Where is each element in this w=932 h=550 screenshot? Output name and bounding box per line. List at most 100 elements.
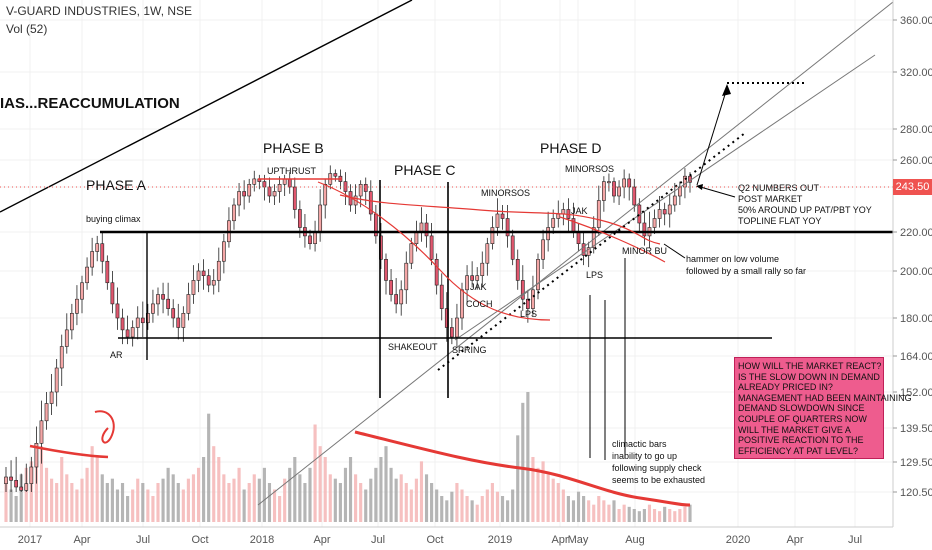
climactic-note-4: seems to be exhausted xyxy=(612,475,705,485)
volume-title: Vol (52) xyxy=(6,22,48,36)
volume-bar xyxy=(354,474,358,522)
candle-body xyxy=(384,258,388,281)
climactic-note-1: climactic bars xyxy=(612,439,667,449)
candle-body xyxy=(601,181,606,201)
volume-bar xyxy=(506,500,510,522)
lps-label-2: LPS xyxy=(586,270,603,280)
candle-body xyxy=(556,213,561,219)
volume-bar xyxy=(475,504,479,522)
question-line: EFFICIENCY AT PAT LEVEL? xyxy=(738,445,859,456)
upper-trendline xyxy=(0,0,413,213)
candle-body xyxy=(115,303,120,319)
volume-bar xyxy=(419,461,424,522)
question-line: WILL THE MARKET GIVE A xyxy=(738,424,851,435)
candle-body xyxy=(206,275,211,286)
jak-label-2: JAK xyxy=(571,206,588,216)
candle-body xyxy=(308,235,312,244)
volume-bar xyxy=(308,467,312,522)
candle-body xyxy=(531,289,535,309)
ar-label: AR xyxy=(110,350,123,360)
candle-body xyxy=(39,420,44,444)
x-tick-label: Apr xyxy=(73,534,90,546)
annotation-text: IAS...REACCUMULATION PHASE A PHASE B PHA… xyxy=(0,95,872,485)
volume-bar xyxy=(176,483,180,522)
volume-bar xyxy=(647,504,652,522)
candle-body xyxy=(358,184,363,197)
volume-bar xyxy=(348,457,353,522)
candle-body xyxy=(277,184,282,192)
question-line: POSITIVE REACTION TO THE xyxy=(738,435,864,446)
volume-bar xyxy=(566,496,570,522)
volume-bars xyxy=(4,392,692,522)
volume-bar xyxy=(262,467,266,522)
candle-body xyxy=(434,258,439,286)
volume-bar xyxy=(227,483,231,522)
volume-bar xyxy=(75,489,79,522)
volume-bar xyxy=(191,474,196,522)
hammer-label-1: hammer on low volume xyxy=(686,254,779,264)
x-tick-label: 2019 xyxy=(488,534,512,546)
candle-body xyxy=(4,476,8,484)
volume-bar xyxy=(414,478,418,522)
volume-bar xyxy=(151,496,155,522)
volume-bar xyxy=(126,496,130,522)
volume-bar xyxy=(652,509,657,522)
x-tick-label: 2018 xyxy=(250,534,274,546)
candle-body xyxy=(196,270,201,281)
volume-bar xyxy=(379,457,383,522)
y-tick-label: 280.00 xyxy=(900,124,932,136)
x-tick-label: Oct xyxy=(426,534,443,546)
candle-body xyxy=(607,181,611,184)
volume-bar xyxy=(166,467,170,522)
candle-body xyxy=(536,258,540,291)
volume-bar xyxy=(445,500,449,522)
q2-note-3: 50% AROUND UP PAT/PBT YOY xyxy=(738,205,872,215)
projection-arrow xyxy=(696,87,728,186)
volume-bar xyxy=(85,467,89,522)
candle-body xyxy=(292,186,297,210)
candle-body xyxy=(44,403,49,422)
volume-bar xyxy=(44,467,49,522)
volume-bar xyxy=(186,478,190,522)
red-curve-2 xyxy=(317,181,551,321)
volume-bar xyxy=(678,509,682,522)
candle-body xyxy=(612,181,616,197)
current-price-flag: 243.50 xyxy=(893,179,932,195)
volume-bar xyxy=(673,511,677,522)
volume-bar xyxy=(440,496,444,522)
phase-a-label: PHASE A xyxy=(86,177,147,193)
volume-bar xyxy=(490,483,494,522)
x-tick-label: May xyxy=(568,534,589,546)
volume-bar xyxy=(592,504,596,522)
candle-body xyxy=(54,367,59,393)
y-tick-label: 260.00 xyxy=(900,155,932,167)
volume-bar xyxy=(658,511,662,522)
candle-body xyxy=(201,270,206,276)
dotted-trendline xyxy=(437,132,746,371)
candle-body xyxy=(449,327,454,338)
volume-bar xyxy=(181,489,185,522)
volume-bar xyxy=(637,511,641,522)
candle-body xyxy=(414,231,419,244)
candle-body xyxy=(409,243,414,264)
candle-body xyxy=(439,284,444,309)
candle-body xyxy=(576,231,581,244)
candle-body xyxy=(145,312,150,324)
volume-bar xyxy=(19,474,23,522)
channel-line-lower xyxy=(454,54,876,341)
y-tick-label: 129.50 xyxy=(900,457,932,469)
candle-body xyxy=(404,262,409,291)
y-tick-label: 120.50 xyxy=(900,487,932,499)
x-tick-label: Oct xyxy=(191,534,208,546)
candle-body xyxy=(642,222,647,237)
channel-line-upper xyxy=(257,1,894,506)
volume-bar xyxy=(141,483,145,522)
volume-bar xyxy=(455,483,459,522)
volume-bar xyxy=(495,491,500,522)
climactic-note-3: following supply check xyxy=(612,463,702,473)
volume-bar xyxy=(278,496,282,522)
question-line: HOW WILL THE MARKET REACT? xyxy=(738,361,882,371)
volume-bar xyxy=(318,446,322,522)
candle-body xyxy=(34,442,39,468)
